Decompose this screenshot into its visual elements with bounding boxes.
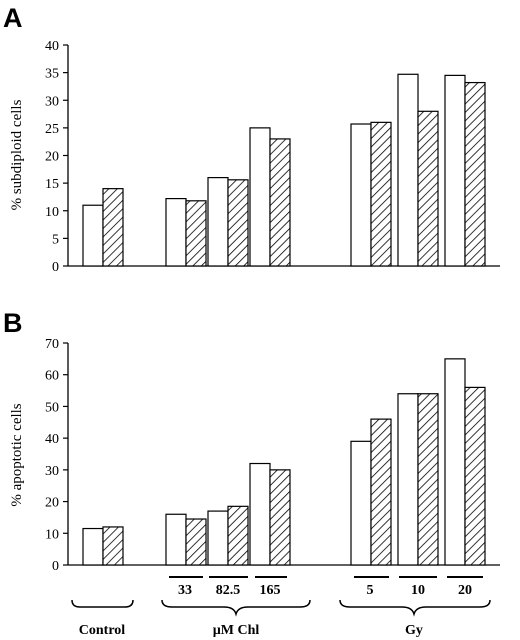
panel-b-bar-open-82-5 <box>207 510 229 566</box>
group-label-gy: Gy <box>405 623 423 638</box>
bracket-chl <box>161 599 311 617</box>
group-label-control: Control <box>79 623 126 638</box>
group-label-chl: µM Chl <box>213 623 260 638</box>
panel-a-bar-hatched-33 <box>185 200 207 267</box>
panel-a-bar-open-20 <box>444 74 466 267</box>
dose-label-33: 33 <box>178 583 192 598</box>
panel-a-bar-open-33 <box>165 197 187 267</box>
group-brackets <box>71 599 491 617</box>
panel-a-bar-hatched-20 <box>464 81 486 267</box>
panel-b-bar-open-165 <box>249 462 271 566</box>
bracket-gy <box>339 599 491 617</box>
panel-a-y-tick-label: 35 <box>45 67 59 82</box>
panel-a-bar-hatched-165 <box>269 138 291 267</box>
panel-a-y-tick-label: 5 <box>52 232 59 247</box>
panel-b-y-tick-label: 60 <box>45 369 59 384</box>
panel-a-chart: 0 5 10 15 20 25 30 35 40 % subdiploid cells <box>9 39 500 275</box>
bracket-control <box>71 599 134 608</box>
panel-b-bar-hatched-20 <box>464 386 486 566</box>
panel-a-y-tick-label: 20 <box>45 150 59 165</box>
panel-a-bar-hatched-10 <box>417 110 439 267</box>
panel-a-bar-hatched-82-5 <box>227 179 249 267</box>
dose-label-165: 165 <box>260 583 281 598</box>
panel-b-bar-hatched-82-5 <box>227 505 249 566</box>
panel-a-y-tick-label: 15 <box>45 177 59 192</box>
panel-a-bar-hatched-control <box>102 188 124 267</box>
panel-a-bar-open-10 <box>397 73 419 267</box>
panel-b-y-tick-label: 20 <box>45 496 59 511</box>
panel-b-bar-open-control <box>82 527 104 566</box>
panel-label-a: A <box>3 3 23 33</box>
panel-b-bar-hatched-control <box>102 526 124 566</box>
panel-a-y-tick-label: 40 <box>45 39 59 54</box>
panel-a-bar-open-165 <box>249 127 271 267</box>
panel-b-bar-hatched-10 <box>417 393 439 566</box>
x-axis-annotations: 33 82.5 165 5 10 20 Control µM Chl Gy <box>71 576 491 638</box>
panel-b-bar-hatched-5 <box>370 418 392 566</box>
panel-b-bar-hatched-165 <box>269 469 291 566</box>
panel-b-bar-open-20 <box>444 358 466 566</box>
dose-label-82-5: 82.5 <box>216 583 241 598</box>
panel-b-bar-open-10 <box>397 393 419 566</box>
panel-a-bar-open-5 <box>350 123 372 267</box>
panel-b-y-tick-label: 0 <box>52 559 59 574</box>
panel-b-y-tick-label: 70 <box>45 337 59 352</box>
panel-b-chart: 0 10 20 30 40 50 60 70 % apoptotic cells <box>9 337 500 574</box>
panel-b-y-tick-label: 10 <box>45 527 59 542</box>
panel-b-bar-hatched-33 <box>185 518 207 566</box>
dose-label-20: 20 <box>458 583 472 598</box>
dose-label-10: 10 <box>411 583 425 598</box>
panel-b-bar-open-33 <box>165 513 187 566</box>
panel-b-y-axis-title: % apoptotic cells <box>9 403 25 506</box>
panel-b-bar-open-5 <box>350 440 372 566</box>
panel-a-y-axis-title: % subdiploid cells <box>9 99 25 210</box>
panel-a-bar-open-82-5 <box>207 177 229 267</box>
dose-label-5: 5 <box>367 583 374 598</box>
panel-b-y-tick-label: 40 <box>45 432 59 447</box>
panel-a-y-tick-label: 0 <box>52 260 59 275</box>
panel-a-y-tick-label: 30 <box>45 94 59 109</box>
panel-b-y-tick-label: 30 <box>45 464 59 479</box>
panel-b-y-tick-label: 50 <box>45 400 59 415</box>
panel-a-bar-hatched-5 <box>370 121 392 267</box>
panel-a-y-tick-label: 10 <box>45 205 59 220</box>
panel-a-bar-open-control <box>82 204 104 267</box>
panel-a-y-tick-label: 25 <box>45 122 59 137</box>
panel-label-b: B <box>3 308 23 338</box>
